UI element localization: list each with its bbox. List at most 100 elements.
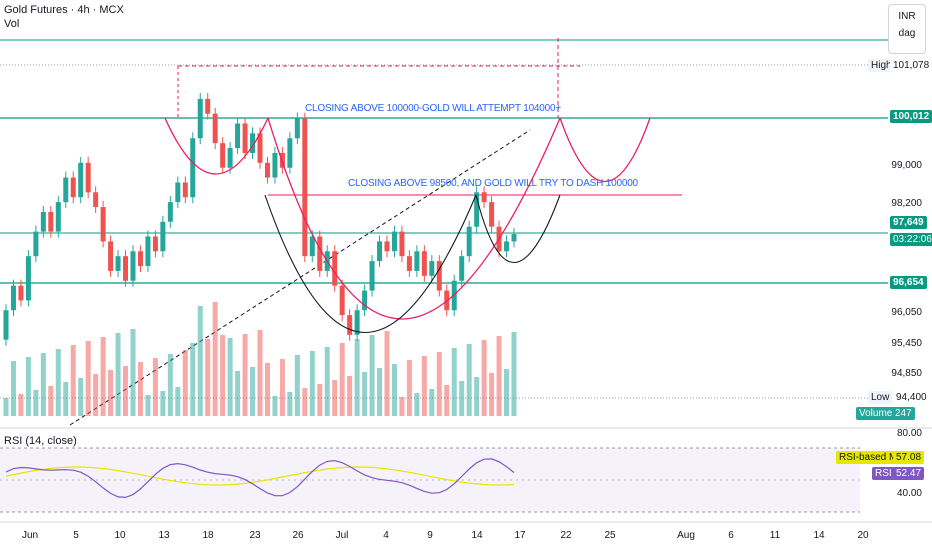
volume-bar [3, 398, 9, 416]
candle-body [108, 241, 114, 271]
candle-body [3, 310, 9, 340]
volume-bar [436, 352, 442, 416]
candle-body [250, 133, 256, 153]
volume-bar [18, 394, 24, 416]
candle-body [63, 177, 69, 203]
annotation-mid[interactable]: CLOSING ABOVE 98500, AND GOLD WILL TRY T… [348, 178, 638, 189]
chart-title[interactable]: Gold Futures · 4h · MCX [4, 4, 124, 16]
volume-bar [391, 364, 397, 416]
volume-bar [220, 335, 226, 416]
time-axis-label: 9 [427, 530, 433, 541]
candle-body [227, 148, 233, 168]
volume-bar [459, 381, 465, 416]
volume-bar [474, 377, 480, 416]
candle-body [190, 138, 196, 198]
volume-bar [414, 393, 420, 416]
annotation-top[interactable]: CLOSING ABOVE 100000-GOLD WILL ATTEMPT 1… [305, 103, 562, 114]
volume-bar [451, 348, 457, 416]
volume-bar [182, 350, 188, 416]
candle-body [339, 285, 345, 316]
volume-bar [399, 397, 405, 416]
volume-bar [279, 359, 285, 416]
high-label: High [868, 59, 895, 72]
candle-body [466, 226, 472, 257]
low-value: 94,400 [893, 391, 930, 404]
candle-body [167, 202, 173, 222]
volume-bar [257, 330, 263, 416]
inner-cup-curve [264, 194, 477, 334]
candle-body [347, 315, 353, 335]
time-axis-label: 11 [769, 530, 781, 541]
volume-bar [70, 345, 76, 416]
low-label: Low [868, 391, 893, 404]
candle-body [399, 231, 405, 257]
candle-body [152, 236, 158, 252]
candle-body [235, 123, 241, 149]
time-axis-label: Jul [335, 530, 349, 541]
volume-bar [354, 339, 360, 416]
candle-body [332, 251, 338, 286]
candle-body [242, 123, 248, 153]
volume-bar [489, 373, 495, 416]
rsi-band [0, 448, 860, 512]
volume-bar [175, 387, 181, 416]
volume-bar [197, 306, 203, 416]
candle-body [309, 236, 315, 257]
volume-bar [429, 389, 435, 416]
volume-bar [377, 368, 383, 416]
volume-bar [145, 395, 151, 416]
candle-body [272, 152, 278, 178]
candle-body [474, 192, 480, 227]
price-axis-label: 95,450 [891, 338, 922, 349]
volume-bar [504, 369, 510, 416]
candle-body [123, 256, 129, 281]
volume-bar [406, 360, 412, 416]
candle-body [317, 236, 323, 271]
candle-body [384, 241, 390, 252]
time-axis-label: Jun [21, 530, 39, 541]
candle-body [377, 241, 383, 262]
rsi-value: 52.47 [893, 467, 925, 480]
volume-bar [130, 329, 136, 416]
current-price-tag: 97,649 [890, 216, 927, 229]
volume-bar [25, 357, 31, 416]
candle-body [489, 202, 495, 227]
candle-body [406, 256, 412, 271]
candle-body [175, 182, 181, 203]
candle-body [100, 207, 106, 242]
volume-bar [421, 356, 427, 416]
candle-body [287, 138, 293, 168]
time-axis-label: 6 [728, 530, 734, 541]
unit-box[interactable]: INR dag [888, 4, 926, 54]
rsi-title[interactable]: RSI (14, close) [4, 435, 77, 447]
time-axis-label: 22 [560, 530, 572, 541]
volume-bar [160, 391, 166, 416]
dashed-trend-line [69, 129, 531, 426]
volume-bar [332, 380, 338, 416]
volume-legend[interactable]: Vol [4, 18, 20, 30]
rsi-axis-label: 80.00 [896, 428, 922, 439]
candle-body [70, 177, 76, 198]
volume-bar [40, 353, 46, 416]
rsi-ma-value: 57.08 [893, 451, 925, 464]
level-tag-96654: 96,654 [890, 276, 927, 289]
candle-body [160, 221, 166, 252]
volume-bar [347, 376, 353, 416]
inner-handle-curve [475, 194, 561, 263]
period-label: dag [898, 28, 916, 39]
volume-bar [362, 372, 368, 416]
volume-bar [272, 396, 278, 416]
currency-label: INR [898, 11, 916, 22]
volume-bar [242, 334, 248, 416]
volume-bar [100, 337, 106, 416]
volume-bar [302, 388, 308, 416]
candle-body [257, 133, 263, 163]
volume-bar [466, 344, 472, 416]
rsi-ma-label: RSI-based MA [836, 451, 908, 464]
time-axis-label: 23 [249, 530, 261, 541]
time-axis-label: 26 [292, 530, 304, 541]
time-axis-label: 4 [383, 530, 389, 541]
volume-bar [190, 343, 196, 416]
